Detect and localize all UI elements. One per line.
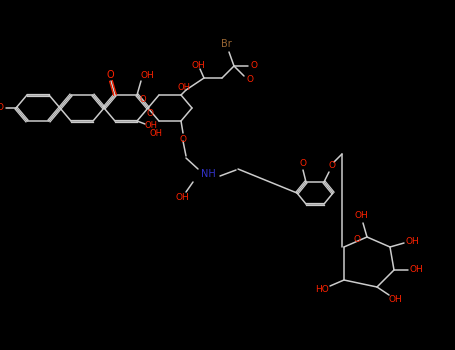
Text: OH: OH: [150, 128, 162, 138]
Text: O: O: [106, 70, 114, 80]
Text: O: O: [251, 62, 258, 70]
Text: O: O: [247, 76, 253, 84]
Text: O: O: [354, 234, 361, 244]
Text: OH: OH: [388, 295, 402, 304]
Text: OH: OH: [145, 120, 157, 130]
Text: OH: OH: [354, 210, 368, 219]
Text: O: O: [299, 159, 307, 168]
Text: OH: OH: [140, 70, 154, 79]
Text: HO: HO: [315, 286, 329, 294]
Text: O: O: [329, 161, 335, 169]
Text: NH: NH: [201, 169, 215, 179]
Text: O: O: [147, 108, 153, 118]
Text: O: O: [180, 134, 187, 144]
Text: OH: OH: [405, 238, 419, 246]
Text: OH: OH: [191, 62, 205, 70]
Text: OH: OH: [175, 194, 189, 203]
Text: OH: OH: [177, 84, 191, 92]
Text: O: O: [0, 104, 4, 112]
Text: Br: Br: [221, 39, 232, 49]
Text: OH: OH: [409, 266, 423, 274]
Text: O: O: [140, 96, 147, 105]
